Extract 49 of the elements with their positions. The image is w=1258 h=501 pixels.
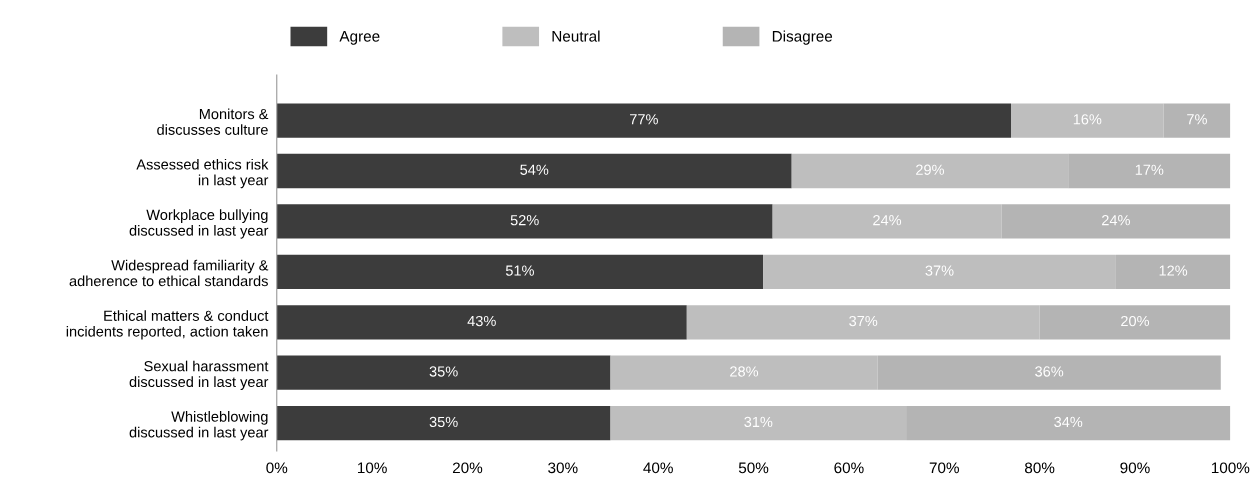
y-tick-label: Monitors & discusses culture xyxy=(157,108,269,135)
x-tick-label: 80% xyxy=(1024,462,1055,474)
y-tick-label: Sexual harassment discussed in last year xyxy=(129,360,269,390)
data-label: 35% xyxy=(429,366,458,377)
x-tick-label: 20% xyxy=(452,462,483,474)
data-label: 28% xyxy=(730,366,759,377)
y-tick-label: Widespread familiarity & adherence to ethical standards xyxy=(69,259,269,287)
x-tick-label: 100% xyxy=(1211,462,1250,474)
y-tick-label: Workplace bullying discussed in last year xyxy=(129,209,269,239)
data-label: 43% xyxy=(467,315,496,327)
bar xyxy=(276,406,611,441)
data-label: 37% xyxy=(849,315,878,327)
x-tick-label: 0% xyxy=(266,462,288,474)
data-label: 17% xyxy=(1135,164,1164,175)
x-tick-label: 30% xyxy=(548,462,578,474)
legend-label: Disagree xyxy=(772,30,833,45)
bar xyxy=(276,355,611,390)
x-tick-label: 60% xyxy=(834,462,864,474)
x-tick-label: 90% xyxy=(1120,462,1150,474)
data-label: 16% xyxy=(1073,114,1102,125)
data-label: 20% xyxy=(1121,315,1150,327)
data-label: 36% xyxy=(1035,366,1064,377)
data-label: 29% xyxy=(916,164,945,175)
bar xyxy=(276,254,764,289)
data-label: 34% xyxy=(1054,416,1083,428)
data-label: 51% xyxy=(505,265,534,276)
bar xyxy=(276,305,687,340)
bar xyxy=(276,204,773,239)
data-label: 35% xyxy=(429,416,458,428)
data-label: 24% xyxy=(873,215,902,226)
data-label: 54% xyxy=(520,164,549,175)
data-label: 52% xyxy=(510,215,539,226)
bar xyxy=(276,103,1011,138)
data-label: 37% xyxy=(925,265,954,276)
x-tick-label: 10% xyxy=(357,462,387,474)
data-label: 24% xyxy=(1102,215,1130,226)
y-tick-label: Ethical matters & conduct incidents reported, action taken xyxy=(66,310,269,340)
x-tick-label: 50% xyxy=(738,462,769,474)
data-label: 77% xyxy=(630,114,658,125)
x-tick-label: 70% xyxy=(929,462,959,474)
y-tick-label: Assessed ethics risk in last year xyxy=(136,158,269,189)
legend-label: Agree xyxy=(339,31,380,45)
data-label: 7% xyxy=(1187,114,1207,125)
x-tick-label: 40% xyxy=(643,462,673,474)
y-tick-label: Whistleblowing discussed in last year xyxy=(129,411,269,441)
legend-label: Neutral xyxy=(552,30,600,42)
data-label: 12% xyxy=(1159,265,1188,276)
bar xyxy=(276,153,792,189)
data-label: 31% xyxy=(744,416,773,428)
